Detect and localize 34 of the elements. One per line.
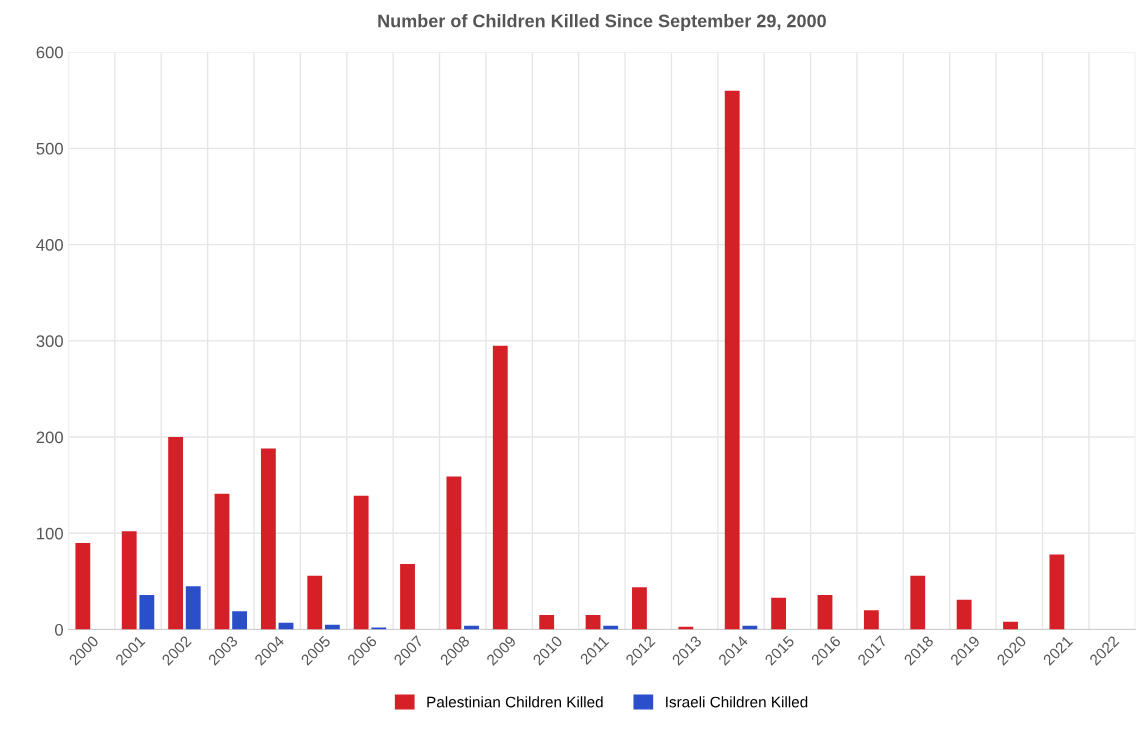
y-tick-label: 100 (37, 527, 63, 540)
chart-title: Number of Children Killed Since September 29, 2000 (378, 14, 826, 31)
bar (539, 615, 555, 630)
y-tick-label: 500 (36, 142, 63, 155)
y-tick-label: 200 (36, 431, 63, 444)
bar (75, 542, 91, 630)
bar (724, 90, 740, 630)
y-tick-label: 0 (54, 623, 63, 636)
bar (353, 495, 369, 630)
legend-label: Israeli Children Killed (666, 696, 808, 708)
bar (817, 594, 833, 630)
bar (307, 575, 323, 630)
legend-label: Palestinian Children Killed (427, 696, 603, 708)
y-tick-label: 600 (36, 46, 63, 59)
y-tick-label: 300 (36, 335, 63, 348)
bar (492, 345, 508, 630)
bar (1003, 621, 1018, 630)
bar (585, 615, 601, 630)
bar (139, 594, 155, 630)
bar (168, 437, 184, 630)
bar (956, 599, 972, 630)
bar (400, 564, 415, 630)
bar (771, 597, 787, 630)
bar (121, 531, 137, 630)
bar (214, 493, 230, 630)
y-tick-label: 400 (36, 239, 63, 251)
bar (446, 476, 462, 630)
bar (232, 611, 248, 630)
bar (1049, 554, 1065, 630)
bar (910, 575, 926, 630)
bar (260, 448, 276, 630)
bar (185, 586, 201, 630)
bar (863, 610, 879, 630)
bar (632, 587, 647, 630)
